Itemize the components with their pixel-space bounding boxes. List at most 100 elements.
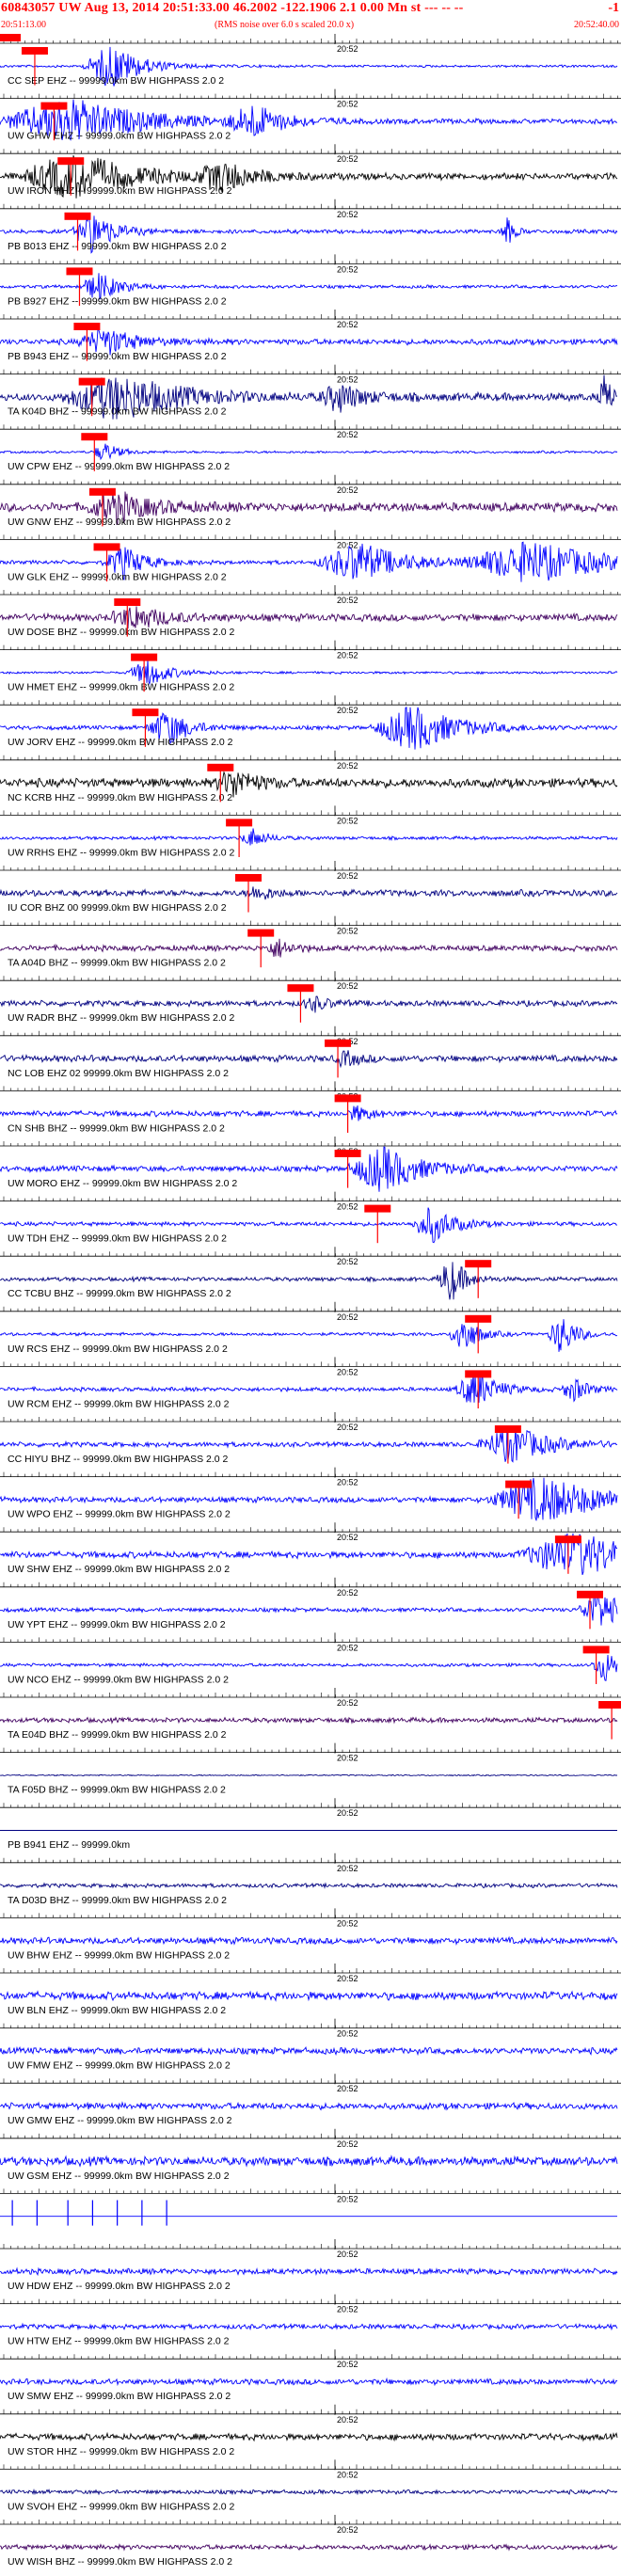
waveform-trace [0,1477,618,1521]
waveform-trace [0,2377,618,2387]
trace-row: 20:52 UW NCO EHZ -- 99999.0km BW HIGHPASS… [0,1632,621,1685]
waveform-trace [0,995,618,1013]
channel-label: UW FMW EHZ -- 99999.0km BW HIGHPASS 2.0 … [8,2060,231,2072]
waveform-trace [0,828,618,846]
channel-label: UW BLN EHZ -- 99999.0km BW HIGHPASS 2.0 … [8,2005,226,2016]
channel-label: CC SEP EHZ -- 99999.0km BW HIGHPASS 2.0 … [8,75,224,87]
waveform-trace [0,1262,618,1300]
trace-row: 20:52 UW STOR HHZ -- 99999.0km BW HIGHPAS… [0,2404,621,2457]
trace-row: 20:52 UW RCS EHZ -- 99999.0km BW HIGHPASS… [0,1301,621,1355]
waveform-trace [0,2155,618,2168]
trace-row: 20:52 UW SHW EHZ -- 99999.0km BW HIGHPASS… [0,1522,621,1575]
minute-label: 20:52 [337,927,358,936]
waveform-trace [0,659,618,686]
minute-label: 20:52 [337,2470,358,2479]
channel-label: UW GLK EHZ -- 99999.0km BW HIGHPASS 2.0 … [8,571,227,582]
waveform-trace [0,2045,618,2057]
trace-row: 20:52 PB B013 EHZ -- 99999.0km BW HIGHPAS… [0,199,621,254]
trace-row: 20:52 UW JORV EHZ -- 99999.0km BW HIGHPAS… [0,695,621,750]
minute-label: 20:52 [337,44,358,54]
waveform-trace [0,1716,618,1725]
channel-label: UW CPW EHZ -- 99999.0km BW HIGHPASS 2.0 … [8,461,230,472]
minute-label: 20:52 [337,1808,358,1818]
trace-row: 20:52 TA A04D BHZ -- 99999.0km BW HIGHPAS… [0,915,621,969]
channel-label: UW HMET EHZ -- 99999.0km BW HIGHPASS 2.0… [8,682,234,693]
waveform-trace [0,2543,618,2552]
channel-label: UW GHW EHZ -- 99999.0km BW HIGHPASS 2.0 … [8,131,231,142]
minute-label: 20:52 [337,1533,358,1542]
channel-label: UW SHW EHZ -- 99999.0km BW HIGHPASS 2.0 … [8,1564,230,1575]
waveform-trace [0,327,618,356]
waveform-trace [0,1050,618,1069]
minute-label: 20:52 [337,2525,358,2535]
waveform-trace [0,155,618,199]
minute-label: 20:52 [337,1423,358,1432]
trace-row: 20:52 TA D03D BHZ -- 99999.0km BW HIGHPAS… [0,1852,621,1906]
trace-row: 20:52 NC KCRB HHZ -- 99999.0km BW HIGHPAS… [0,750,621,803]
trace-row: 20:52 TA E04D BHZ -- 99999.0km BW HIGHPAS… [0,1688,621,1741]
waveform-trace [0,2489,618,2496]
trace-row: 20:52 CC TCBU BHZ -- 99999.0km BW HIGHPAS… [0,1247,621,1300]
minute-label: 20:52 [337,1257,358,1266]
channel-label: PB B927 EHZ -- 99999.0km BW HIGHPASS 2.0… [8,295,227,307]
channel-label: UW YPT EHZ -- 99999.0km BW HIGHPASS 2.0 … [8,1619,226,1630]
minute-label: 20:52 [337,320,358,329]
waveform-trace [0,1533,618,1576]
channel-label: UW STOR HHZ -- 99999.0km BW HIGHPASS 2.0… [8,2446,234,2457]
minute-label: 20:52 [337,210,358,219]
minute-label: 20:52 [337,2360,358,2369]
waveform-trace [0,2431,618,2442]
waveform-trace [0,2322,618,2331]
waveform-trace [0,1105,618,1121]
channel-label: UW MORO EHZ -- 99999.0km BW HIGHPASS 2.0… [8,1178,237,1189]
minute-label: 20:52 [337,2415,358,2425]
channel-label: PB B941 EHZ -- 99999.0km [8,1839,130,1851]
trace-row: 20:52 UW SVOH EHZ -- 99999.0km BW HIGHPAS… [0,2459,621,2512]
trace-row: 20:52 TA K04D BHZ -- 99999.0km BW HIGHPAS… [0,364,621,420]
trace-row: 20:52 UW RRHS EHZ -- 99999.0km BW HIGHPAS… [0,805,621,858]
channel-label: PB B943 EHZ -- 99999.0km BW HIGHPASS 2.0… [8,351,227,362]
waveform-trace [0,1935,618,1947]
trace-row: 20:52 UW WPO EHZ -- 99999.0km BW HIGHPASS… [0,1467,621,1521]
minute-label: 20:52 [337,2194,358,2203]
waveform-trace [0,1319,618,1352]
channel-label: NC LOB EHZ 02 99999.0km BW HIGHPASS 2.0 … [8,1068,229,1079]
waveform-trace [0,273,618,300]
minute-label: 20:52 [337,540,358,549]
minute-label: 20:52 [337,1643,358,1652]
trace-row: 20:52CN SHB BHZ -- 99999.0km BW HIGHPASS… [0,1081,621,1134]
minute-label: 20:52 [337,761,358,771]
channel-label: CN SHB BHZ -- 99999.0km BW HIGHPASS 2.0 … [8,1122,225,1134]
minute-label: 20:52 [337,981,358,991]
start-time-label: 20:51:13.00 [1,20,47,30]
waveform-trace [0,1654,618,1681]
channel-label: IU COR BHZ 00 99999.0km BW HIGHPASS 2.0 … [8,902,227,914]
channel-label: UW IRON HHZ -- 99999.0km BW HIGHPASS 2.0… [8,185,232,197]
channel-label: UW RCS EHZ -- 99999.0km BW HIGHPASS 2.0 … [8,1344,228,1355]
trace-row: 20:52 PB B941 EHZ -- 99999.0km [0,1798,621,1851]
channel-label: UW SMW EHZ -- 99999.0km BW HIGHPASS 2.0 … [8,2391,231,2402]
channel-label: UW JORV EHZ -- 99999.0km BW HIGHPASS 2.0… [8,737,233,748]
trace-row: 20:52 UW WISH BHZ -- 99999.0km BW HIGHPAS… [0,2515,621,2568]
channel-label: UW WISH BHZ -- 99999.0km BW HIGHPASS 2.0… [8,2556,232,2568]
rms-noise-note: (RMS noise over 6.0 s scaled 20.0 x) [215,20,355,30]
trace-row: 20:52 UW SMW EHZ -- 99999.0km BW HIGHPASS… [0,2349,621,2402]
minute-label: 20:52 [337,2250,358,2259]
minute-label: 20:52 [337,375,358,385]
trace-row: 20:52 UW HTW EHZ -- 99999.0km BW HIGHPASS… [0,2294,621,2347]
pick-marker [598,1701,621,1709]
waveform-trace [0,215,618,254]
trace-row: 20:52 PB B927 EHZ -- 99999.0km BW HIGHPAS… [0,254,621,307]
end-time-label: 20:52:40.00 [573,20,619,30]
channel-label: UW DOSE BHZ -- 99999.0km BW HIGHPASS 2.0… [8,627,235,638]
waveform-trace [0,374,618,420]
channel-label: UW HDW EHZ -- 99999.0km BW HIGHPASS 2.0 … [8,2281,231,2292]
minute-label: 20:52 [337,2084,358,2093]
event-right-label: -1 [608,1,619,15]
trace-row: 20:52 UW IRON HHZ -- 99999.0km BW HIGHPAS… [0,144,621,199]
trace-row: 20:52 UW CPW EHZ -- 99999.0km BW HIGHPASS… [0,420,621,472]
